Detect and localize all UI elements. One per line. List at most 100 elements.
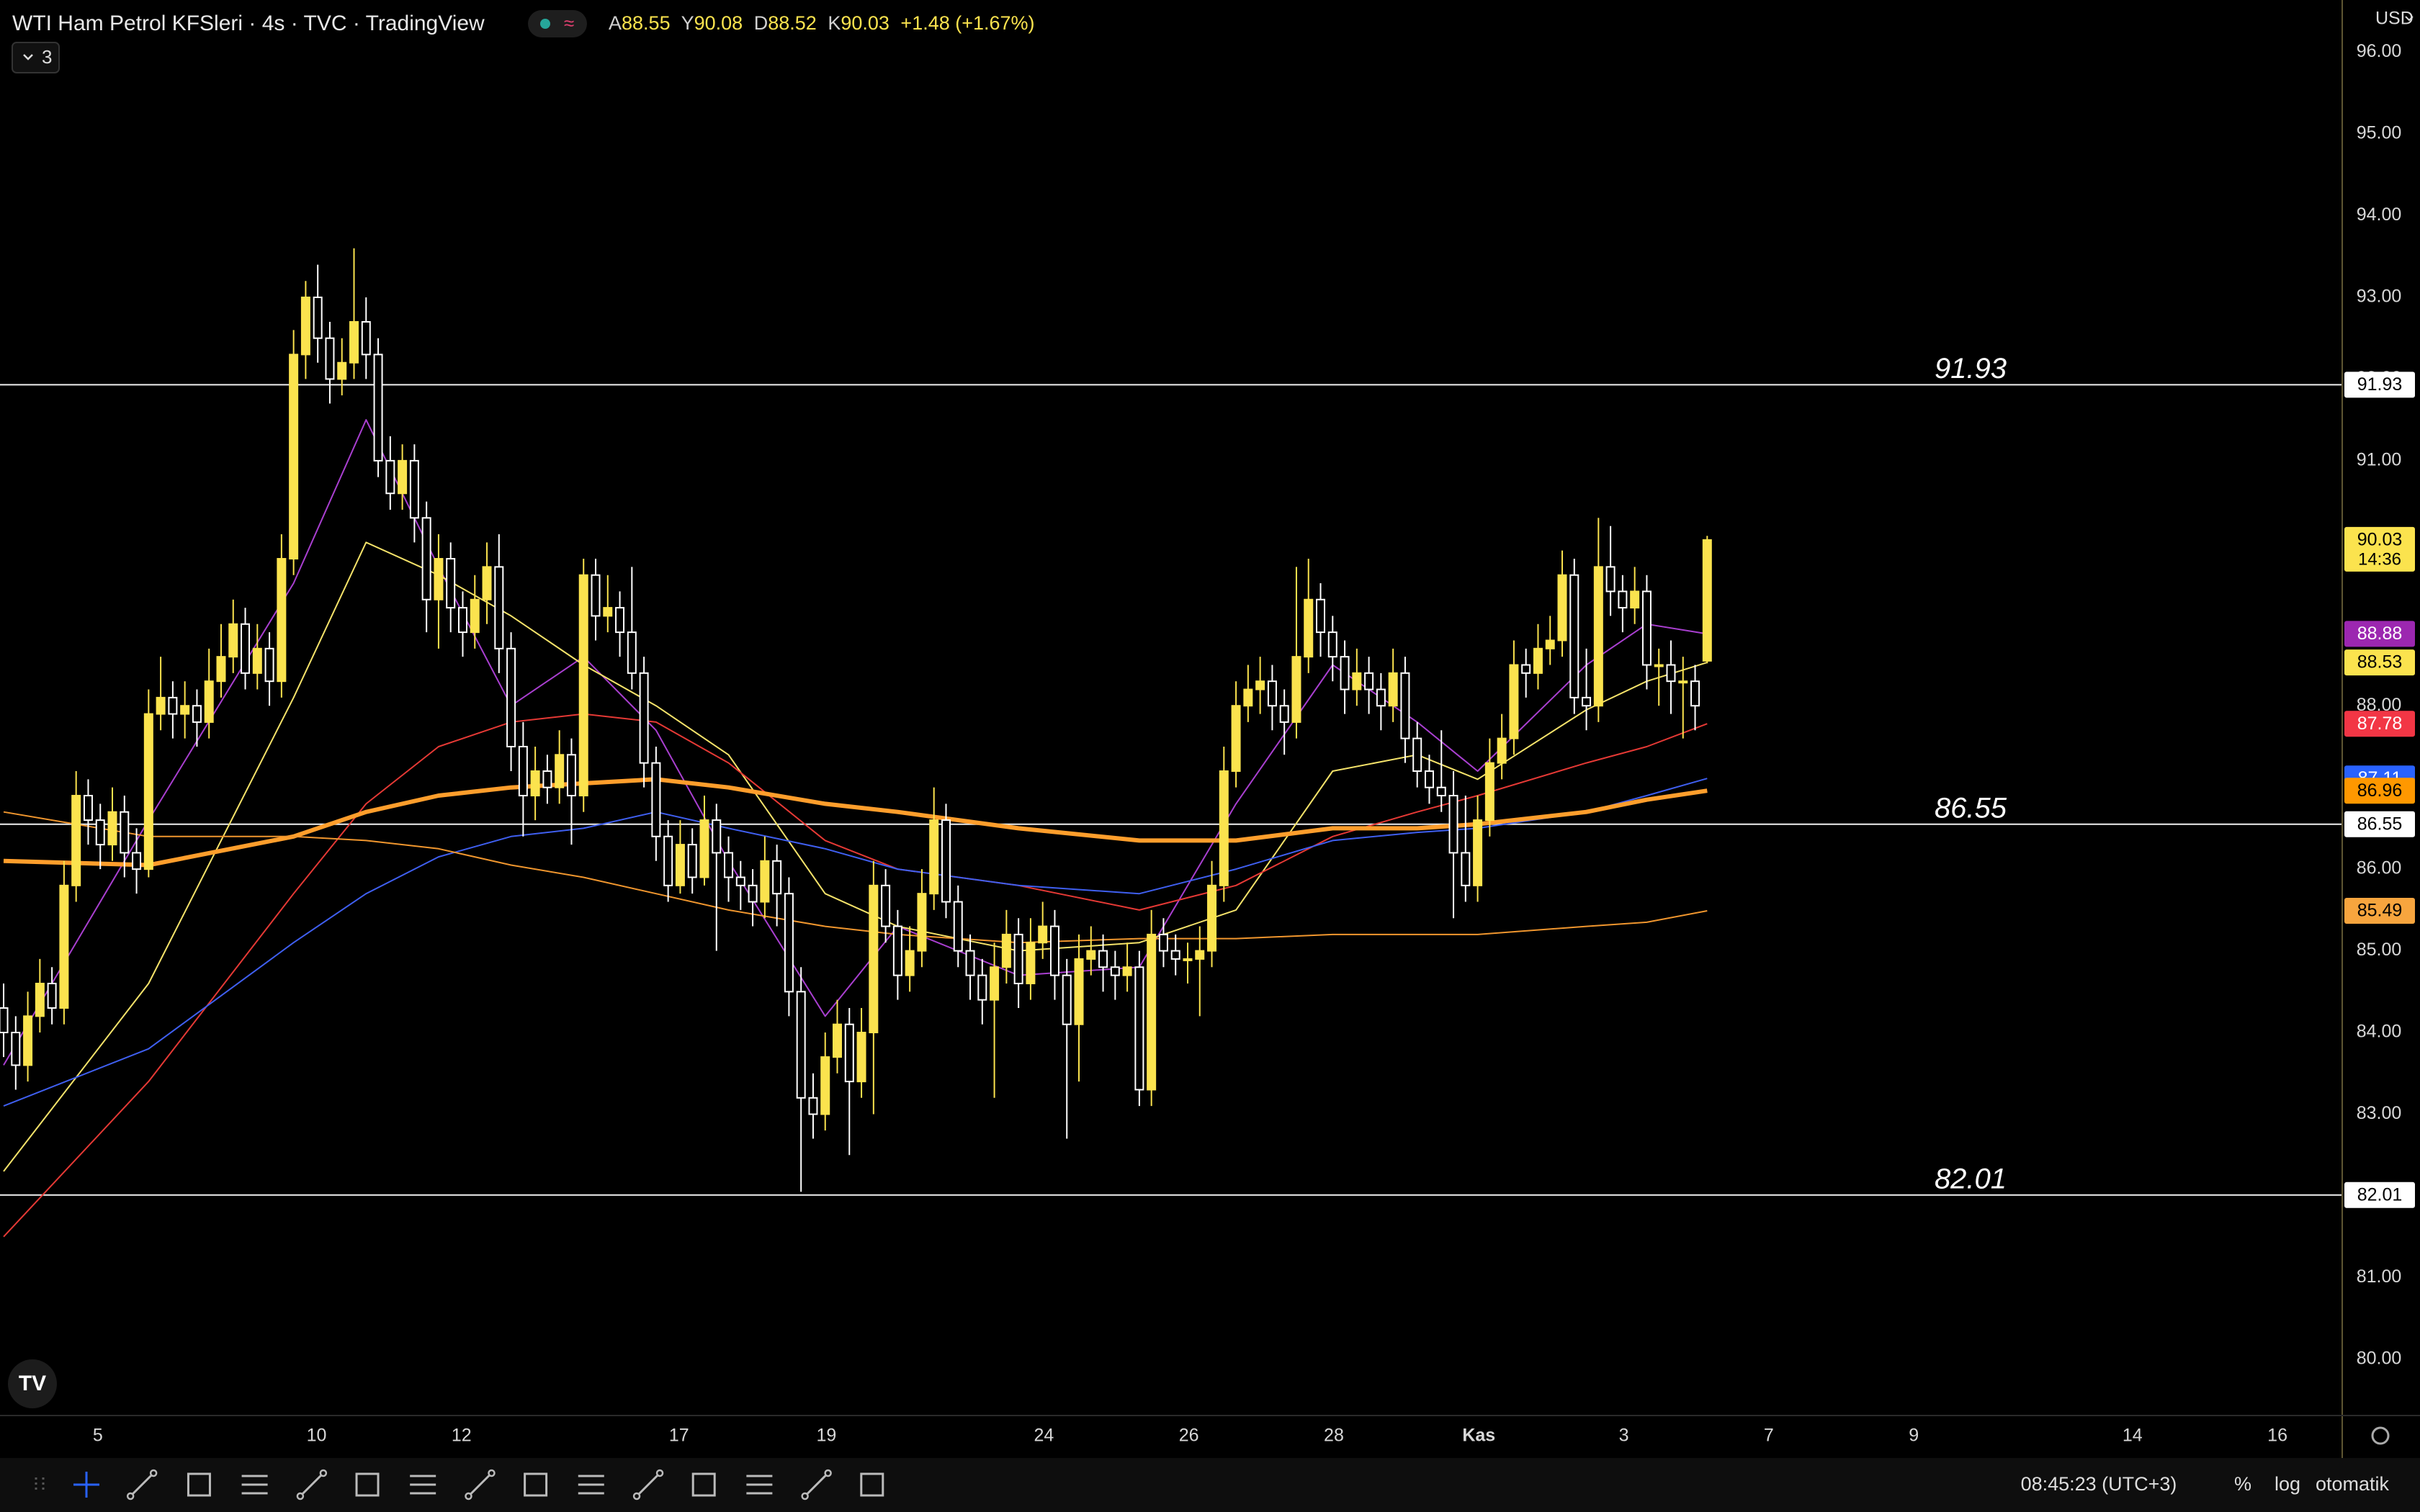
ma-price-label: 86.96 [2357, 780, 2403, 801]
candle-body [1340, 656, 1350, 690]
candle-body [1678, 680, 1688, 684]
symbol-title: WTI Ham Petrol KFSleri · 4s · TVC · Trad… [12, 12, 485, 35]
ma-price-label: 87.78 [2357, 714, 2403, 734]
candle-body [1654, 664, 1664, 667]
status-pill[interactable] [528, 10, 587, 37]
candle-body [361, 321, 371, 356]
ma-price-label-bg [2344, 649, 2415, 676]
level-price-label-bg [2344, 811, 2415, 837]
tv-logo[interactable] [8, 1359, 57, 1408]
candle-body [578, 574, 588, 797]
x-tick-label: 3 [1619, 1426, 1629, 1446]
x-tick-label: 24 [1034, 1426, 1054, 1446]
bar-countdown: 14:36 [2358, 549, 2401, 569]
x-tick-label: 19 [817, 1426, 837, 1446]
candle-body [35, 982, 45, 1017]
tool-button[interactable] [465, 1469, 496, 1500]
candle-body [1557, 574, 1567, 642]
tool-button[interactable] [801, 1469, 832, 1500]
level-label: 86.55 [1935, 792, 2007, 824]
level-price-label-bg [2344, 372, 2415, 398]
auto-button[interactable]: otomatik [2316, 1473, 2390, 1495]
candle-body [1352, 672, 1362, 690]
tool-button[interactable] [187, 1472, 211, 1497]
indicator-toggle[interactable] [12, 42, 60, 73]
tool-icon [241, 1475, 268, 1495]
log-button[interactable]: log [2275, 1473, 2300, 1495]
candle-body [1327, 631, 1337, 658]
settings-icon[interactable] [2371, 1426, 2390, 1445]
candle-body [1158, 933, 1168, 952]
tool-icon [410, 1475, 436, 1495]
percent-button[interactable]: % [2234, 1473, 2251, 1495]
candle-body [470, 598, 480, 634]
candle-body [506, 647, 516, 747]
candle-body [1049, 925, 1059, 976]
tool-button[interactable] [126, 1469, 158, 1500]
candle-body [1122, 966, 1132, 976]
last-price-bg [2344, 526, 2415, 572]
candle-body [1436, 786, 1446, 797]
candle-body [1013, 933, 1023, 984]
candle-body [180, 705, 190, 715]
candle-body [349, 321, 359, 364]
candle-body [772, 860, 782, 895]
x-tick-label: 28 [1324, 1426, 1344, 1446]
candle-body [143, 713, 153, 870]
candle-body [977, 974, 987, 1001]
candle-body [156, 696, 166, 715]
candle-body [869, 884, 879, 1034]
ohlc-key: Y [681, 12, 694, 34]
tool-button[interactable] [691, 1472, 716, 1497]
candle-body [300, 296, 310, 356]
tool-button[interactable] [746, 1475, 773, 1495]
candle-body [1582, 696, 1592, 707]
candle-body [1605, 566, 1615, 593]
tool-icon [299, 1472, 324, 1498]
tool-button[interactable] [355, 1472, 380, 1497]
candle-body [1509, 664, 1519, 739]
tool-button[interactable] [524, 1472, 548, 1497]
tool-handle [655, 1469, 664, 1477]
candle-body [482, 566, 492, 600]
candle-body [760, 860, 770, 903]
candle-body [385, 459, 395, 495]
candle-body [784, 893, 794, 993]
candle-body [132, 852, 142, 870]
candle-body [1074, 958, 1084, 1025]
time-axis: 5 10 12 17 19 24 26 28 Kas 3 7 9 14 16 [93, 1426, 2287, 1446]
candle-body [1448, 795, 1458, 854]
candle-body [446, 558, 456, 609]
candle-body [675, 844, 685, 886]
tool-button[interactable] [241, 1475, 268, 1495]
candle-body [1026, 942, 1036, 984]
level-price-label-bg [2344, 1182, 2415, 1208]
tool-button[interactable] [578, 1475, 604, 1495]
candle-body [735, 876, 745, 886]
tool-button[interactable] [296, 1469, 328, 1500]
candle-body [1207, 884, 1217, 952]
tool-button[interactable] [632, 1469, 664, 1500]
tool-button[interactable] [410, 1475, 436, 1495]
y-tick-label: 83.00 [2357, 1103, 2402, 1123]
tool-handle [801, 1492, 809, 1500]
candle-body [941, 819, 951, 903]
candle-body [1038, 925, 1048, 944]
candle-body [1170, 950, 1180, 960]
candle-body [47, 982, 57, 1009]
indicator-count: 3 [42, 46, 52, 68]
tool-button[interactable] [73, 1472, 100, 1498]
tool-icon [578, 1475, 604, 1495]
tool-handle [488, 1469, 496, 1477]
tool-icon [635, 1472, 661, 1498]
candle-body [555, 754, 565, 788]
ma-price-label: 85.49 [2357, 901, 2403, 921]
status-icon: ≈ [564, 12, 574, 34]
tool-button[interactable] [860, 1472, 884, 1497]
x-tick-label: 12 [452, 1426, 472, 1446]
tool-icon [355, 1472, 380, 1497]
tool-icon [746, 1475, 773, 1495]
ohlc-value: 90.03 [841, 12, 889, 34]
candle-body [1690, 680, 1700, 707]
